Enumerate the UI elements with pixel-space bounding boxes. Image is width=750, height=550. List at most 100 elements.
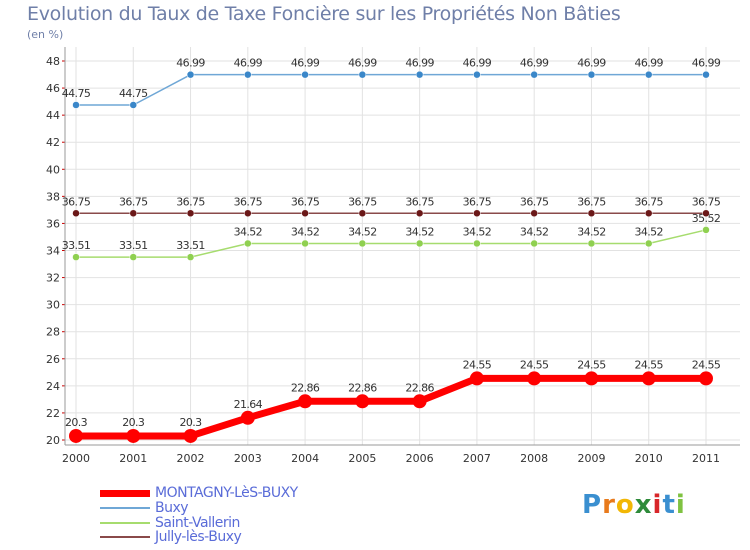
data-label-3: 36.75 bbox=[176, 195, 205, 208]
data-point-1 bbox=[587, 70, 596, 79]
data-label-1: 44.75 bbox=[119, 87, 148, 100]
data-label-2: 33.51 bbox=[119, 239, 148, 252]
logo-letter: P bbox=[582, 490, 603, 520]
x-tick-label: 2006 bbox=[406, 452, 434, 465]
data-label-2: 33.51 bbox=[62, 239, 91, 252]
x-tick-label: 2001 bbox=[119, 452, 147, 465]
data-point-1 bbox=[72, 101, 80, 109]
data-point-0 bbox=[527, 371, 542, 386]
data-label-3: 36.75 bbox=[692, 195, 721, 208]
data-point-1 bbox=[473, 70, 481, 79]
logo-letter: o bbox=[615, 490, 635, 520]
y-tick-label: 36 bbox=[46, 217, 60, 230]
x-tick-label: 2000 bbox=[62, 452, 90, 465]
x-tick-label: 2007 bbox=[463, 452, 491, 465]
data-label-2: 34.52 bbox=[291, 225, 320, 238]
data-label-0: 24.55 bbox=[577, 358, 606, 371]
data-point-3 bbox=[358, 209, 367, 218]
legend-label-montagny: MONTAGNY-LèS-BUXY bbox=[155, 485, 298, 501]
data-point-2 bbox=[129, 253, 138, 261]
data-label-0: 22.86 bbox=[405, 381, 434, 394]
data-label-0: 22.86 bbox=[291, 381, 320, 394]
data-point-2 bbox=[702, 226, 710, 234]
data-label-0: 24.55 bbox=[463, 358, 492, 371]
data-point-3 bbox=[301, 209, 309, 218]
data-point-2 bbox=[530, 239, 538, 248]
y-tick-label: 26 bbox=[46, 353, 60, 366]
data-point-2 bbox=[72, 253, 80, 261]
data-label-0: 20.3 bbox=[179, 416, 202, 429]
data-label-3: 36.75 bbox=[577, 195, 606, 208]
data-label-2: 34.52 bbox=[348, 225, 377, 238]
x-tick-label: 2005 bbox=[348, 452, 376, 465]
logo-letter: t bbox=[662, 490, 676, 520]
y-tick-label: 42 bbox=[46, 136, 60, 149]
data-point-3 bbox=[186, 209, 195, 218]
data-label-3: 36.75 bbox=[62, 195, 91, 208]
data-label-0: 20.3 bbox=[122, 416, 145, 429]
data-label-2: 35.52 bbox=[692, 212, 721, 225]
series-line-0 bbox=[76, 374, 706, 440]
data-label-2: 34.52 bbox=[634, 225, 663, 238]
chart-title: Evolution du Taux de Taxe Foncière sur l… bbox=[27, 3, 621, 25]
data-label-3: 36.75 bbox=[405, 195, 434, 208]
data-label-1: 46.99 bbox=[577, 57, 606, 70]
data-label-3: 36.75 bbox=[291, 195, 320, 208]
data-label-0: 21.64 bbox=[234, 398, 263, 411]
series-line-2 bbox=[76, 229, 707, 258]
y-tick-label: 24 bbox=[46, 380, 60, 393]
data-point-0 bbox=[355, 394, 370, 409]
data-point-2 bbox=[644, 239, 653, 248]
data-label-2: 34.52 bbox=[463, 225, 492, 238]
data-point-2 bbox=[301, 239, 309, 248]
data-point-1 bbox=[186, 70, 195, 79]
logo-letter: i bbox=[652, 490, 663, 520]
x-tick-label: 2009 bbox=[577, 452, 605, 465]
series-line-1 bbox=[76, 73, 706, 106]
y-tick-label: 40 bbox=[46, 163, 60, 176]
data-label-3: 36.75 bbox=[348, 195, 377, 208]
data-point-0 bbox=[699, 371, 713, 386]
y-tick-label: 44 bbox=[46, 109, 60, 122]
data-label-0: 24.55 bbox=[692, 358, 721, 371]
logo-letter: r bbox=[602, 490, 616, 520]
data-label-0: 24.55 bbox=[520, 358, 549, 371]
legend-swatch-jully bbox=[100, 536, 150, 538]
data-label-1: 46.99 bbox=[176, 57, 205, 70]
data-point-0 bbox=[298, 394, 313, 409]
data-label-1: 46.99 bbox=[291, 57, 320, 70]
legend-swatch-saint-vallerin bbox=[100, 522, 150, 524]
data-label-1: 44.75 bbox=[62, 87, 91, 100]
data-point-0 bbox=[240, 410, 255, 425]
legend-swatch-buxy bbox=[100, 507, 150, 509]
data-point-0 bbox=[641, 371, 656, 386]
data-point-3 bbox=[473, 209, 481, 218]
data-point-2 bbox=[358, 239, 367, 248]
y-tick-label: 32 bbox=[46, 272, 60, 285]
legend-label-buxy: Buxy bbox=[155, 500, 189, 516]
data-label-1: 46.99 bbox=[520, 57, 549, 70]
data-point-0 bbox=[469, 371, 484, 386]
x-tick-label: 2010 bbox=[635, 452, 663, 465]
data-point-1 bbox=[358, 70, 367, 79]
data-label-1: 46.99 bbox=[405, 57, 434, 70]
data-point-0 bbox=[584, 371, 599, 386]
data-point-2 bbox=[415, 239, 424, 248]
data-label-1: 46.99 bbox=[463, 57, 492, 70]
data-point-3 bbox=[702, 209, 710, 218]
y-tick-label: 48 bbox=[46, 55, 60, 68]
data-point-3 bbox=[587, 209, 596, 218]
data-point-2 bbox=[473, 239, 481, 248]
data-point-0 bbox=[126, 428, 141, 443]
data-point-3 bbox=[644, 209, 653, 218]
y-tick-label: 46 bbox=[46, 82, 60, 95]
data-label-3: 36.75 bbox=[119, 195, 148, 208]
logo-letter: x bbox=[634, 490, 653, 520]
data-label-2: 34.52 bbox=[577, 225, 606, 238]
data-label-3: 36.75 bbox=[634, 195, 663, 208]
data-point-3 bbox=[244, 209, 252, 218]
x-tick-label: 2002 bbox=[177, 452, 205, 465]
data-point-1 bbox=[644, 70, 653, 79]
data-label-1: 46.99 bbox=[348, 57, 377, 70]
